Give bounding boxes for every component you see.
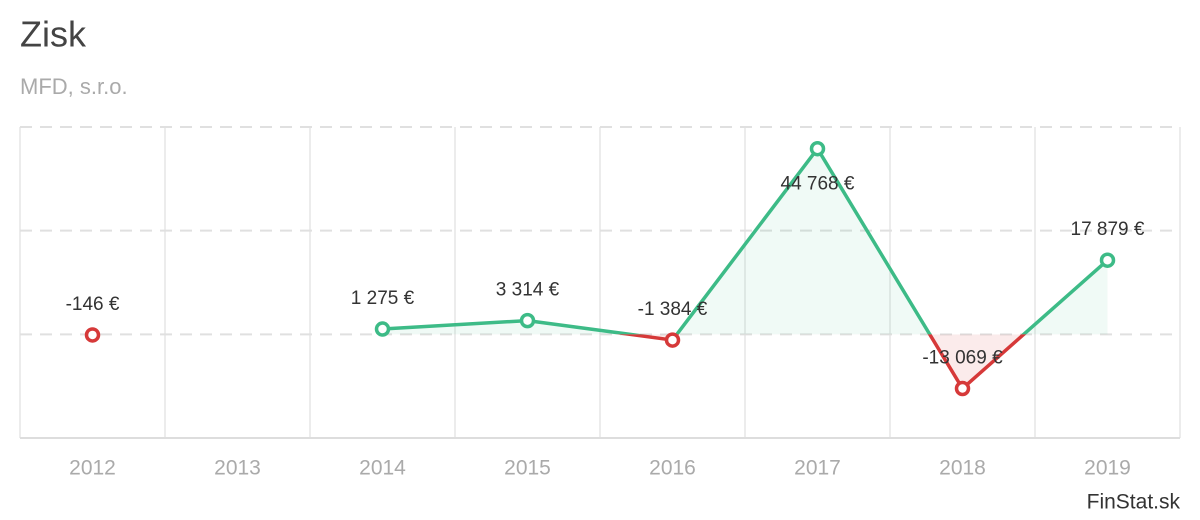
x-tick-label: 2013: [214, 457, 261, 480]
area-negative: [629, 334, 1024, 389]
chart-subtitle: MFD, s.r.o.: [20, 74, 128, 99]
point: [664, 332, 681, 348]
source: FinStat.sk: [1087, 491, 1181, 514]
x-tick-label: 2014: [359, 457, 406, 480]
value-label: 3 314 €: [496, 280, 560, 301]
x-tick-label: 2015: [504, 457, 551, 480]
x-tick-label: 2012: [69, 457, 116, 480]
value-label: -146 €: [66, 294, 120, 315]
value-label: 17 879 €: [1071, 219, 1145, 240]
value-label: 1 275 €: [351, 288, 415, 309]
point: [84, 327, 101, 343]
point: [809, 140, 826, 157]
point: [1099, 252, 1116, 268]
point: [954, 380, 971, 397]
value-label: -13 069 €: [922, 348, 1003, 369]
line-negative: [616, 334, 1027, 391]
x-tick-label: 2016: [649, 457, 696, 480]
chart-title: Zisk: [20, 14, 87, 55]
x-tick-label: 2018: [939, 457, 986, 480]
line-positive: [382, 146, 1109, 335]
point: [374, 321, 391, 337]
value-label: 44 768 €: [781, 174, 855, 195]
area-positive: [382, 148, 1108, 335]
value-label: -1 384 €: [638, 299, 708, 320]
point: [519, 312, 536, 329]
x-tick-label: 2019: [1084, 457, 1131, 480]
x-tick-label: 2017: [794, 457, 841, 480]
